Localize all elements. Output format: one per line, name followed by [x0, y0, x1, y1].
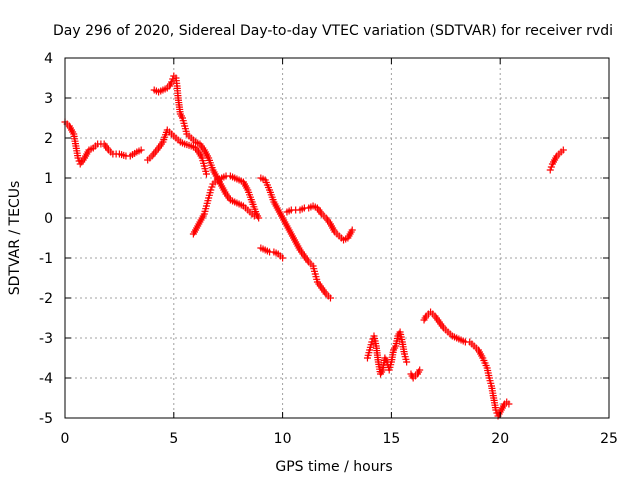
x-axis-title: GPS time / hours	[275, 459, 392, 475]
x-tick-label: 10	[274, 431, 292, 447]
x-tick-label: 15	[382, 431, 400, 447]
data-point	[202, 170, 210, 178]
y-tick-label: -5	[39, 411, 53, 427]
series-track-3	[150, 72, 258, 220]
data-point	[74, 154, 82, 162]
x-tick-label: 0	[61, 431, 70, 447]
series-track-10	[420, 308, 513, 420]
series-track-9	[407, 366, 424, 382]
data-point	[207, 186, 215, 194]
series-track-2	[144, 126, 210, 178]
data-point	[505, 400, 513, 408]
data-point	[168, 78, 176, 86]
data-point	[348, 226, 356, 234]
y-tick-label: -4	[39, 371, 53, 387]
axis-ticks	[64, 57, 610, 419]
y-tick-label: -2	[39, 291, 53, 307]
data-point	[137, 146, 145, 154]
data-point	[208, 183, 216, 191]
grid	[65, 58, 609, 418]
series-track-11	[546, 146, 567, 174]
y-tick-label: 1	[44, 171, 53, 187]
series-track-6	[257, 244, 287, 262]
series-track-5	[257, 174, 334, 302]
y-tick-label: 3	[44, 91, 53, 107]
series-track-7	[283, 202, 356, 244]
data-point	[326, 294, 334, 302]
data-marks	[61, 72, 567, 420]
data-point	[416, 366, 424, 374]
y-tick-label: -3	[39, 331, 53, 347]
data-point	[255, 214, 263, 222]
x-tick-label: 5	[169, 431, 178, 447]
data-point	[547, 163, 555, 171]
data-point	[279, 254, 287, 262]
y-tick-label: -1	[39, 251, 53, 267]
y-tick-label: 4	[44, 51, 53, 67]
data-point	[559, 146, 567, 154]
tick-labels: 0 5 10 15 20 25 -5 -4 -3 -2 -1 0 1 2 3 4	[39, 51, 618, 447]
plot-frame	[64, 57, 610, 419]
x-tick-label: 20	[491, 431, 509, 447]
y-axis-title: SDTVAR / TECUs	[7, 181, 23, 296]
data-point	[546, 166, 554, 174]
series-track-1	[61, 118, 145, 168]
x-tick-label: 25	[600, 431, 618, 447]
chart-title: Day 296 of 2020, Sidereal Day-to-day VTE…	[53, 23, 613, 39]
data-point	[403, 358, 411, 366]
series-track-8	[363, 328, 411, 378]
y-tick-label: 2	[44, 131, 53, 147]
series-track-4	[189, 172, 263, 238]
y-tick-label: 0	[44, 211, 53, 227]
data-point	[169, 75, 177, 83]
